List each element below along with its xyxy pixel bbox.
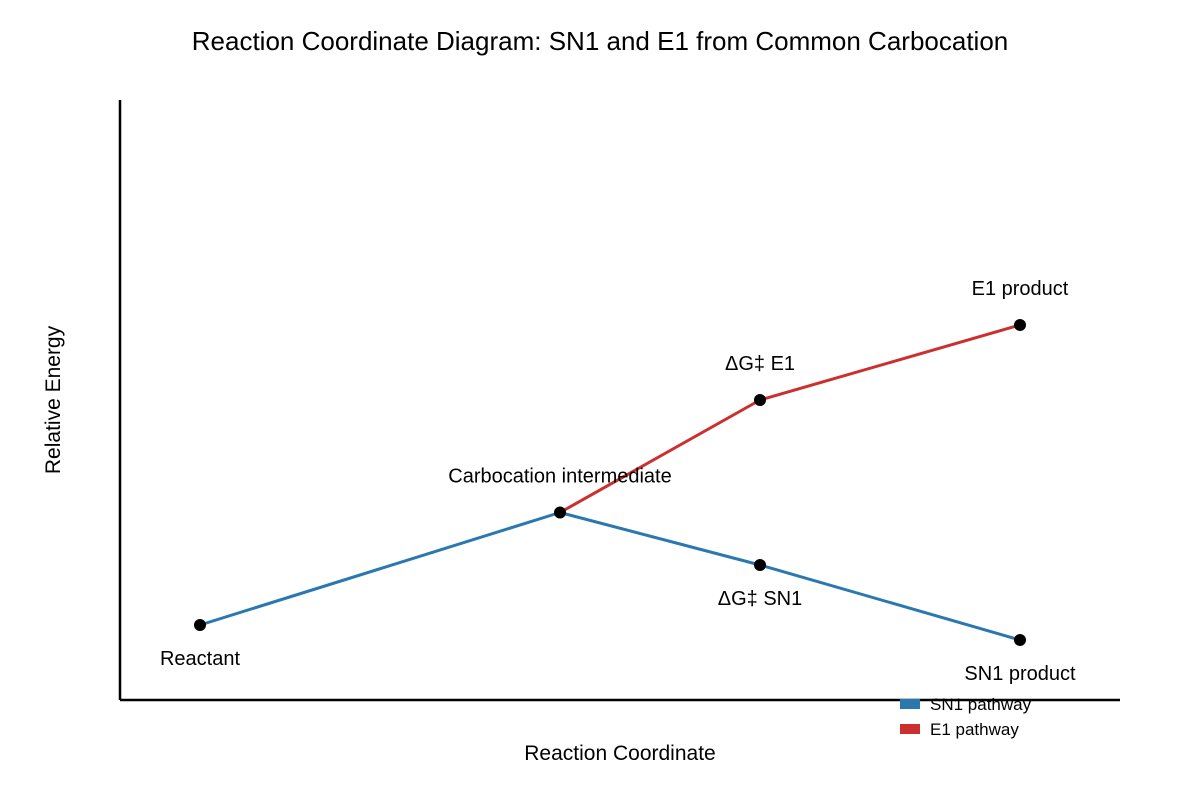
data-point [554, 506, 566, 519]
point-label: Carbocation intermediate [448, 466, 671, 488]
chart-title: Reaction Coordinate Diagram: SN1 and E1 … [192, 26, 1009, 56]
point-label: SN1 product [964, 663, 1076, 685]
legend-label: SN1 pathway [930, 695, 1032, 714]
data-point [754, 394, 766, 406]
point-label: E1 product [972, 278, 1069, 300]
legend-swatch [900, 699, 920, 709]
legend: SN1 pathway E1 pathway [900, 695, 1032, 739]
data-point [1014, 634, 1026, 646]
legend-swatch [900, 724, 920, 734]
series-line-sn1 [199, 511, 1021, 642]
point-label: ΔG‡ SN1 [718, 588, 803, 610]
point-label: Reactant [160, 648, 240, 670]
x-axis-label: Reaction Coordinate [524, 742, 715, 765]
data-point [754, 559, 766, 571]
y-axis-label: Relative Energy [42, 325, 65, 474]
point-label: ΔG‡ E1 [725, 353, 795, 375]
data-point [1014, 319, 1026, 331]
points-layer: Reactant Carbocation intermediate ΔG‡ SN1 S… [160, 278, 1076, 685]
legend-label: E1 pathway [930, 720, 1019, 739]
data-point [194, 619, 206, 631]
